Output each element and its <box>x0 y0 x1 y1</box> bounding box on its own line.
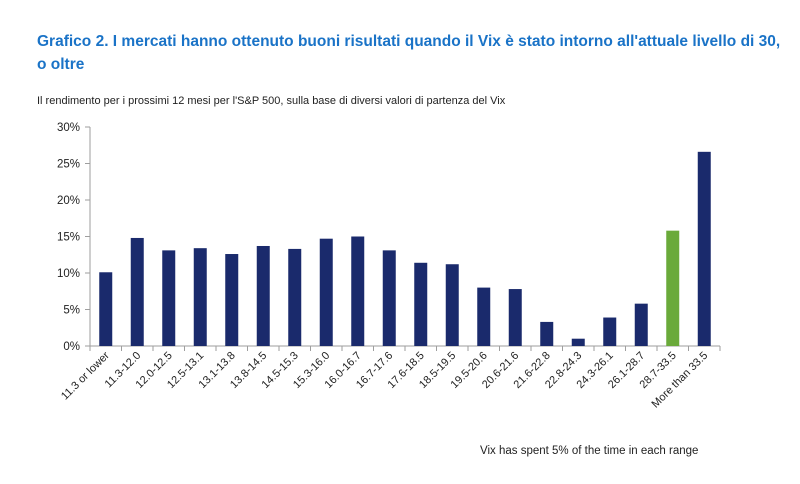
y-tick-label: 10% <box>57 268 80 280</box>
bar <box>193 248 207 346</box>
bar <box>508 289 522 346</box>
x-tick-label: 11.3 or lower <box>59 349 112 402</box>
chart-footnote: Vix has spent 5% of the time in each ran… <box>480 445 699 457</box>
y-tick-label: 25% <box>57 159 80 171</box>
bar <box>319 238 333 346</box>
bar <box>634 303 648 346</box>
bar <box>414 262 428 346</box>
y-tick-label: 0% <box>63 341 80 353</box>
y-tick-label: 15% <box>57 232 80 244</box>
bar <box>571 338 585 346</box>
bar <box>697 151 711 346</box>
y-tick-label: 20% <box>57 195 80 207</box>
y-tick-label: 30% <box>57 122 80 134</box>
bar <box>99 272 113 346</box>
bar <box>445 264 459 346</box>
y-tick-label: 5% <box>63 305 80 317</box>
bar <box>288 248 302 346</box>
bar <box>382 250 396 346</box>
x-tick-label: More than 33.5 <box>650 350 711 411</box>
bar <box>225 254 239 346</box>
chart-subtitle: Il rendimento per i prossimi 12 mesi per… <box>37 95 506 107</box>
bar <box>477 287 491 346</box>
bar <box>130 237 144 346</box>
bar-highlight <box>666 230 680 346</box>
bar <box>162 250 176 346</box>
bar <box>603 317 617 346</box>
bar <box>351 236 365 346</box>
bar <box>256 245 270 346</box>
chart-title: Grafico 2. I mercati hanno ottenuto buon… <box>37 33 781 73</box>
bar <box>540 321 554 346</box>
